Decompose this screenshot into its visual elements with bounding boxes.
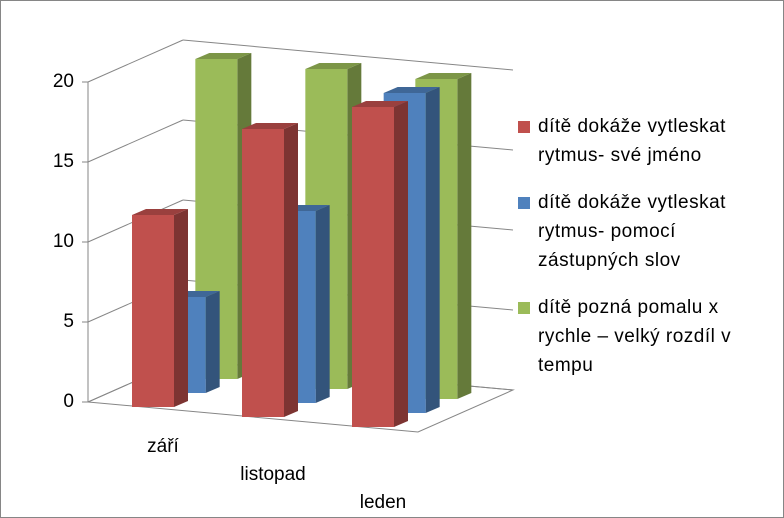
x-tick-label: leden — [360, 492, 407, 513]
x-tick-label: září — [147, 436, 179, 457]
bar-side — [457, 73, 472, 399]
legend-swatch — [518, 197, 530, 209]
bar-top — [352, 101, 408, 107]
bar-side — [425, 87, 440, 413]
bar-group — [132, 209, 188, 407]
legend-label: dítě pozná pomalu x rychle – velký rozdí… — [538, 297, 732, 376]
legend: dítě dokáže vytleskat rytmus- své jméno d… — [518, 112, 768, 398]
bar — [352, 107, 394, 427]
bar-group — [242, 123, 298, 417]
legend-swatch — [518, 121, 530, 133]
bar-side — [394, 101, 408, 427]
grid-line — [87, 39, 184, 83]
y-tick-label: 15 — [53, 151, 74, 172]
legend-label: dítě dokáže vytleskat rytmus- své jméno — [538, 116, 726, 166]
y-tick-label: 0 — [63, 391, 74, 412]
bar — [132, 215, 174, 407]
legend-label: dítě dokáže vytleskat rytmus- pomocí zás… — [538, 192, 726, 271]
y-tick-label: 20 — [53, 71, 74, 92]
legend-item: dítě dokáže vytleskat rytmus- své jméno — [518, 112, 768, 170]
legend-item: dítě pozná pomalu x rychle – velký rozdí… — [518, 293, 768, 380]
x-tick-label: listopad — [240, 464, 306, 485]
grid-line — [182, 39, 514, 71]
y-tick-label: 10 — [53, 231, 74, 252]
bar-top — [383, 87, 440, 93]
bar-group — [352, 101, 408, 427]
y-tick-label: 5 — [63, 311, 74, 332]
bar-top — [305, 63, 362, 69]
bar-top — [195, 53, 252, 59]
bar-side — [315, 205, 330, 403]
grid-line — [87, 119, 184, 163]
bar-side — [174, 209, 188, 407]
bar-side — [205, 291, 220, 393]
legend-item: dítě dokáže vytleskat rytmus- pomocí zás… — [518, 188, 768, 275]
legend-swatch — [518, 302, 530, 314]
bar-top — [415, 73, 472, 79]
bar-top — [132, 209, 188, 215]
bar — [242, 129, 284, 417]
bar-top — [242, 123, 298, 129]
bar-side — [284, 123, 298, 417]
